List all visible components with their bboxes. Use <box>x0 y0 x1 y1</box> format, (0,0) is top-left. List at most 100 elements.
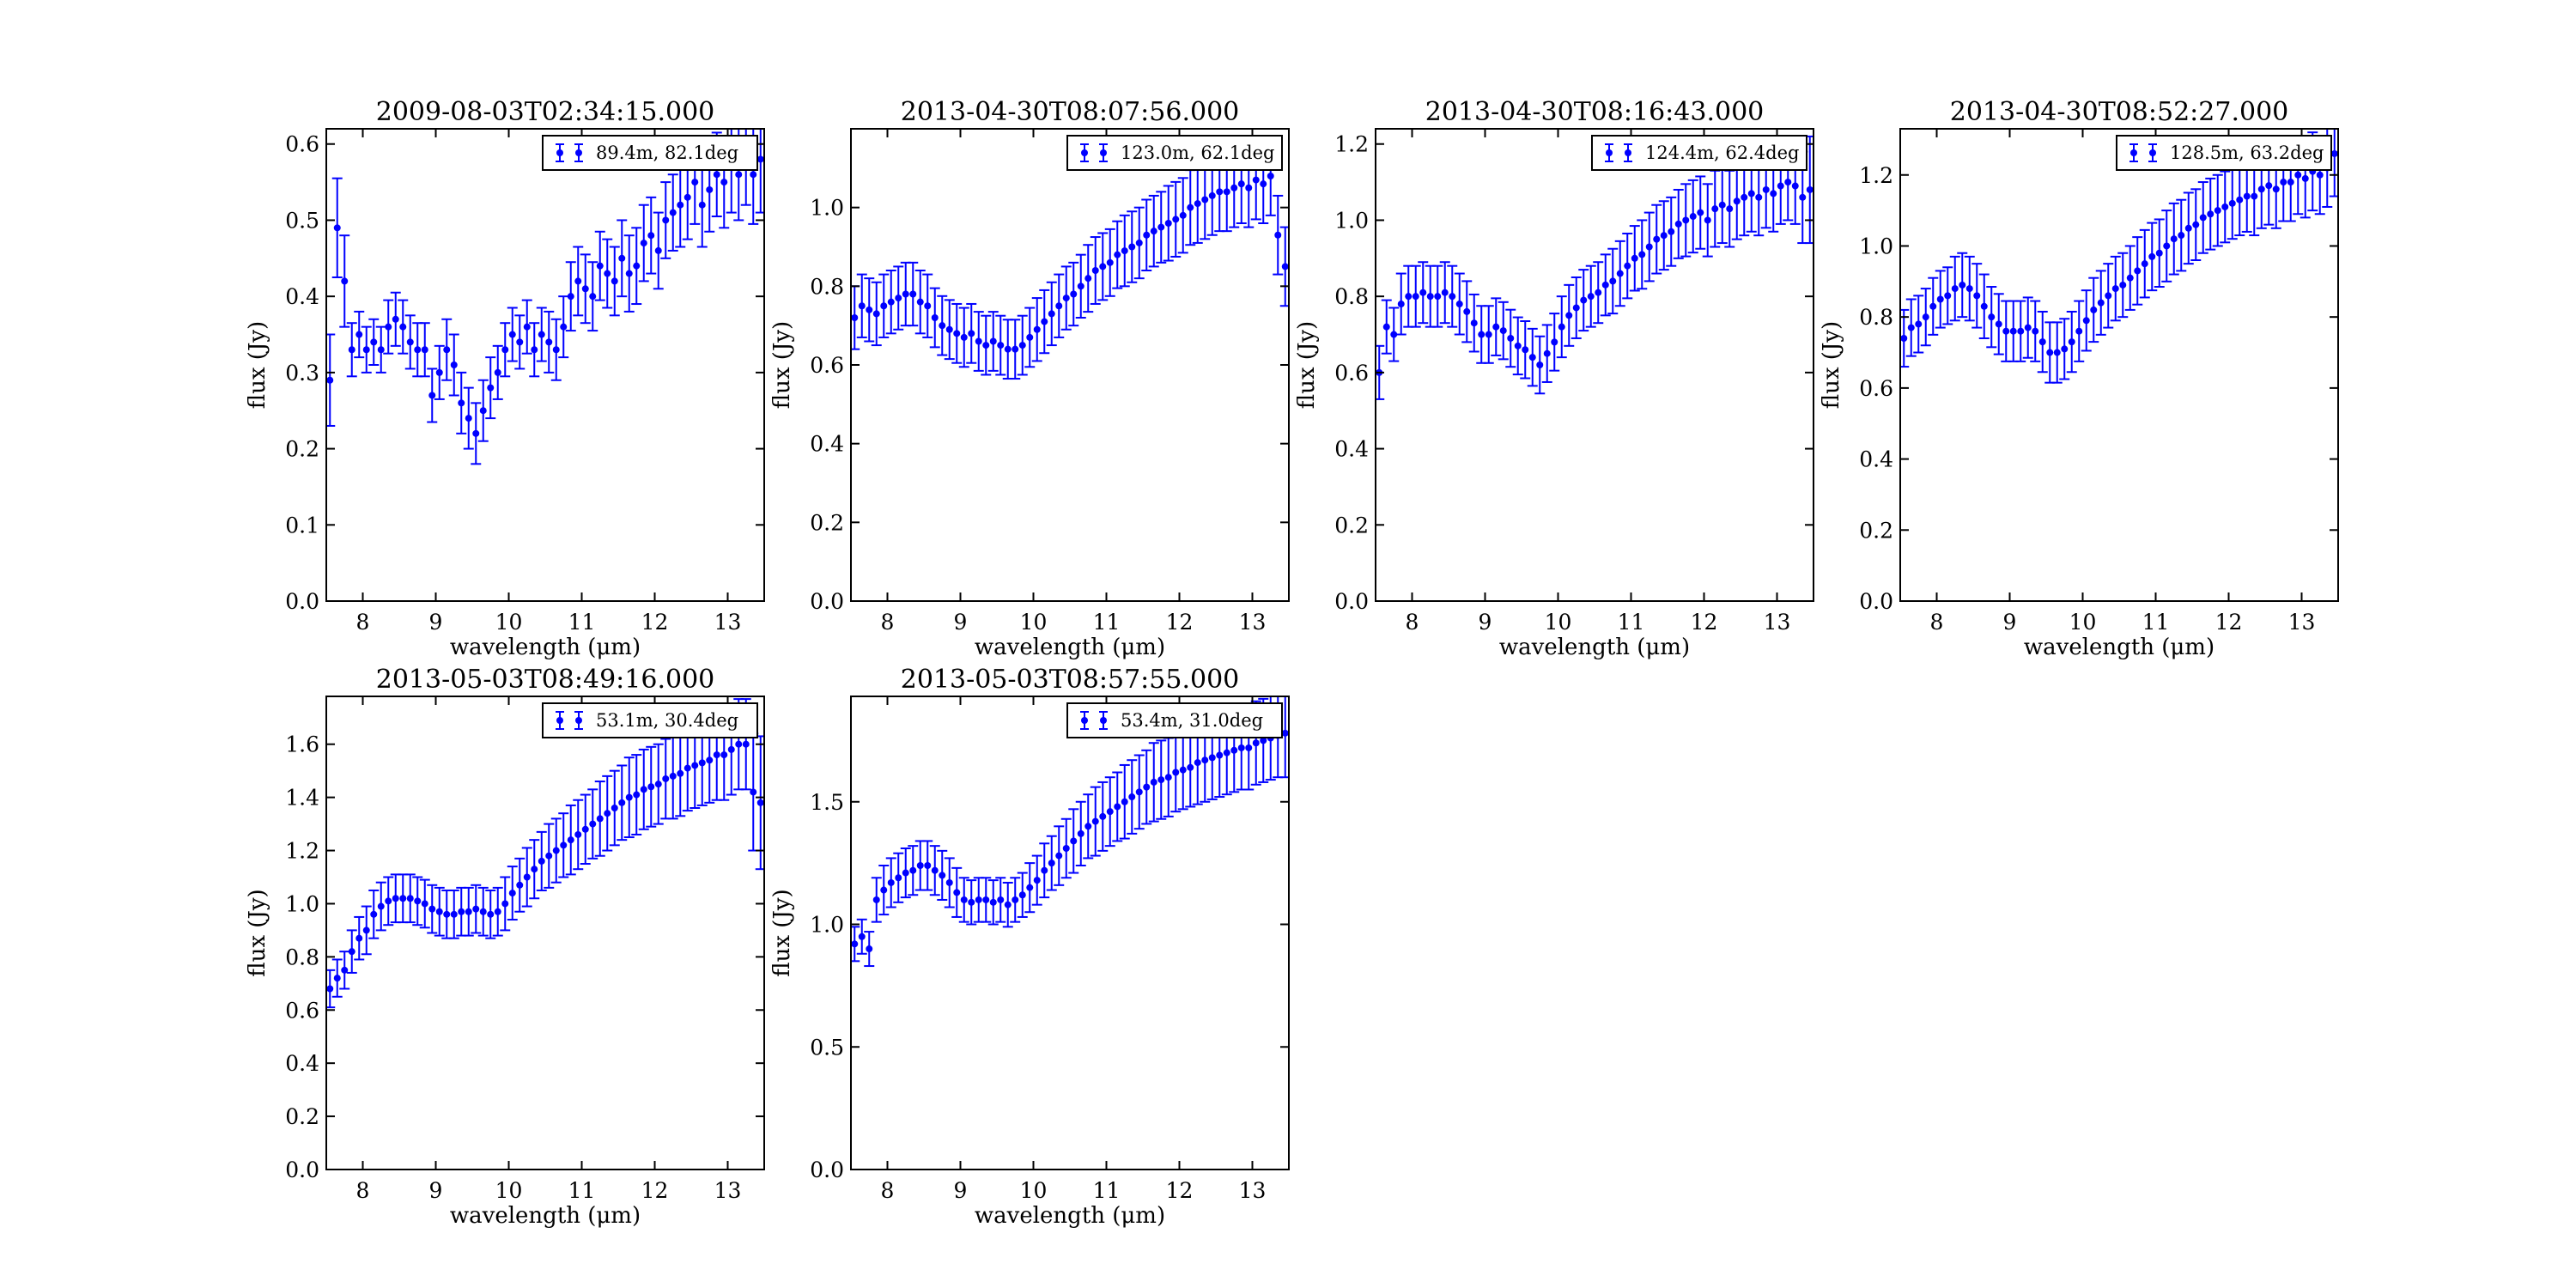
data-point <box>2316 171 2324 179</box>
data-point <box>909 866 917 874</box>
chart-title: 2013-05-03T08:49:16.000 <box>376 665 715 695</box>
data-point <box>2090 306 2098 313</box>
data-point <box>1980 302 1988 310</box>
x-axis-label: wavelength (μm) <box>975 635 1165 660</box>
data-point <box>414 897 422 905</box>
data-point <box>1033 877 1041 884</box>
data-layer <box>326 698 764 1009</box>
data-point <box>742 740 750 748</box>
x-tick-label: 12 <box>641 610 669 635</box>
x-tick-label: 11 <box>1093 610 1121 635</box>
y-tick-label: 0.0 <box>1859 589 1893 614</box>
data-point <box>720 179 728 186</box>
data-point <box>567 836 574 844</box>
x-tick-label: 11 <box>2142 610 2170 635</box>
data-point <box>479 908 487 915</box>
chart-panel: 2013-05-03T08:49:16.000 8 9 10 11 12 13 0.0 0.2 0… <box>245 665 765 1229</box>
data-point <box>355 331 363 338</box>
data-point <box>618 799 626 806</box>
x-tick-label: 12 <box>1691 610 1718 635</box>
data-point <box>1514 342 1522 349</box>
data-point <box>1106 808 1114 816</box>
x-tick-label: 12 <box>1166 610 1194 635</box>
data-point <box>516 881 524 889</box>
legend-marker-icon <box>1081 149 1088 156</box>
data-point <box>1929 302 1937 310</box>
data-point <box>1114 251 1121 258</box>
axes-frame <box>850 696 1290 1170</box>
data-point <box>1609 277 1617 285</box>
data-point <box>2134 267 2142 275</box>
data-point <box>1164 774 1172 781</box>
data-point <box>1668 228 1675 235</box>
data-point <box>399 895 407 902</box>
legend-label: 124.4m, 62.4deg <box>1645 143 1799 163</box>
data-point <box>989 337 997 345</box>
data-point <box>1944 292 1952 300</box>
y-axis-label: flux (Jy) <box>245 321 270 409</box>
data-point <box>756 155 764 163</box>
data-point <box>2111 285 2119 293</box>
x-tick-label: 11 <box>1618 610 1645 635</box>
data-point <box>567 293 574 301</box>
data-point <box>618 254 626 262</box>
data-point <box>501 346 509 354</box>
data-point <box>713 751 720 759</box>
data-point <box>377 902 385 910</box>
data-point <box>333 975 341 982</box>
data-point <box>362 346 370 354</box>
data-point <box>611 277 618 285</box>
data-point <box>953 889 961 896</box>
data-point <box>1499 327 1507 335</box>
data-point <box>2148 252 2156 260</box>
data-point <box>1121 798 1128 805</box>
data-point <box>647 232 655 240</box>
x-tick-label: 13 <box>2288 610 2316 635</box>
data-point <box>560 841 568 849</box>
legend-label: 89.4m, 82.1deg <box>596 143 738 163</box>
data-point <box>2301 174 2309 182</box>
data-point <box>1026 884 1034 891</box>
data-point <box>727 745 735 753</box>
data-point <box>939 872 946 879</box>
data-point <box>924 302 932 310</box>
data-point <box>677 769 684 777</box>
data-point <box>1128 793 1136 801</box>
data-point <box>1164 220 1172 227</box>
data-point <box>494 908 501 915</box>
data-point <box>2017 327 2025 335</box>
x-tick-label: 13 <box>714 610 742 635</box>
data-point <box>1041 866 1048 874</box>
data-point <box>2207 210 2215 218</box>
data-point <box>421 900 428 908</box>
x-tick-label: 10 <box>2069 610 2097 635</box>
legend-label: 53.1m, 30.4deg <box>596 710 738 731</box>
y-tick-label: 1.6 <box>285 732 319 757</box>
data-point <box>1099 812 1107 820</box>
data-point <box>435 908 443 915</box>
data-point <box>1572 304 1580 312</box>
data-point <box>1951 285 1959 293</box>
data-point <box>362 927 370 934</box>
data-point <box>647 783 655 791</box>
legend-marker-icon <box>575 149 582 156</box>
x-tick-label: 8 <box>356 610 370 635</box>
data-point <box>1055 852 1063 860</box>
x-tick-label: 9 <box>429 1178 443 1203</box>
legend-box <box>1591 135 1807 171</box>
y-tick-label: 0.0 <box>810 589 844 614</box>
data-layer <box>851 136 1289 380</box>
data-point <box>1616 270 1624 277</box>
x-axis-label: wavelength (μm) <box>1499 635 1690 660</box>
data-point <box>1012 896 1019 903</box>
y-axis-label: flux (Jy) <box>245 889 270 976</box>
legend-marker-icon <box>556 149 563 156</box>
data-point <box>545 852 553 860</box>
data-point <box>924 861 932 869</box>
legend-label: 123.0m, 62.1deg <box>1121 143 1274 163</box>
data-point <box>1201 756 1209 764</box>
data-point <box>1631 254 1638 262</box>
data-point <box>472 429 480 437</box>
data-point <box>1230 184 1238 191</box>
